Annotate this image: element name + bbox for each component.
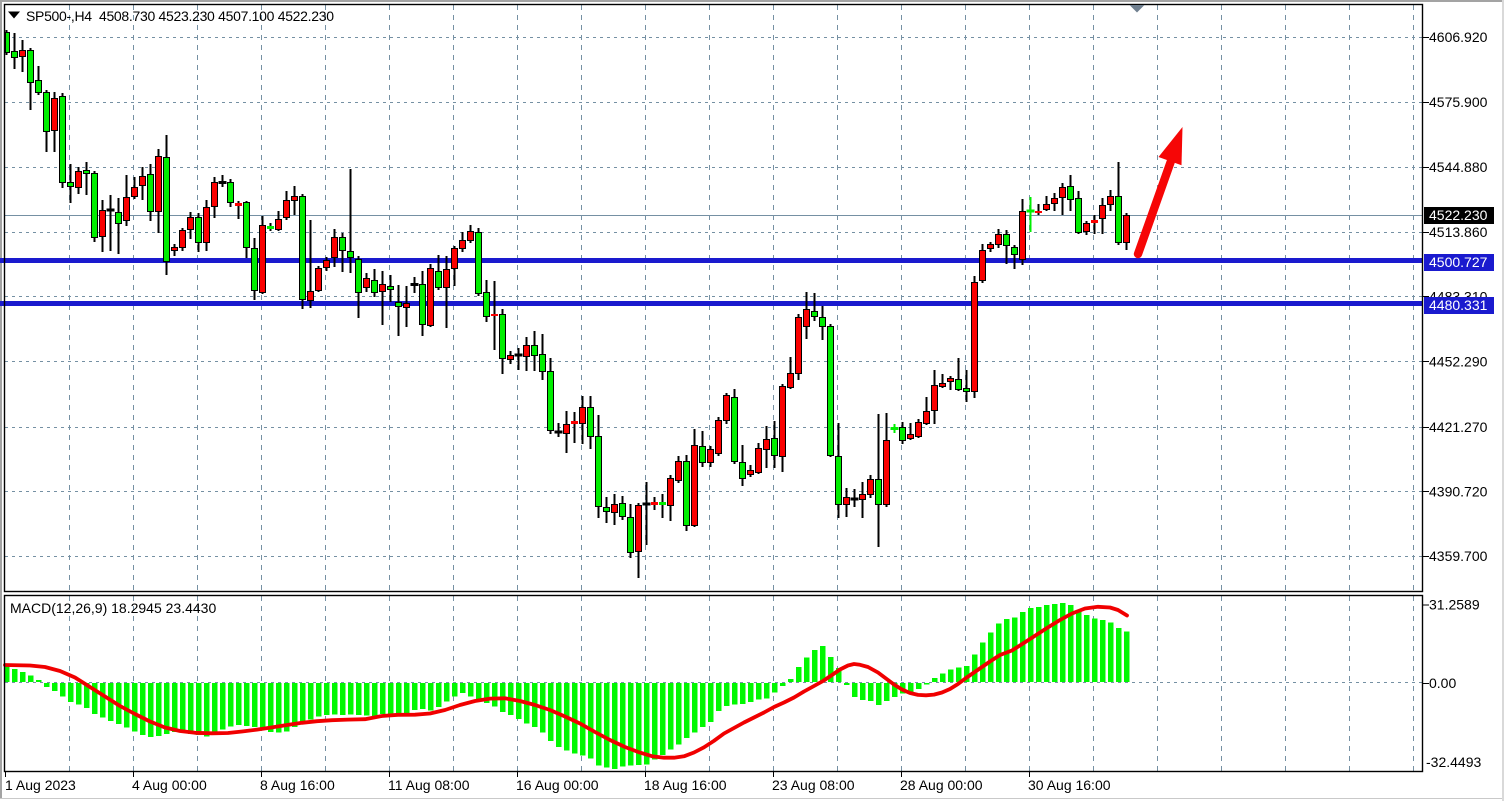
- svg-text:28 Aug 00:00: 28 Aug 00:00: [900, 777, 983, 793]
- svg-text:4390.720: 4390.720: [1429, 484, 1488, 500]
- svg-text:4522.230: 4522.230: [1429, 207, 1488, 223]
- svg-text:4452.290: 4452.290: [1429, 354, 1488, 370]
- svg-text:4606.920: 4606.920: [1429, 29, 1488, 45]
- svg-text:SP500-,H4 4508.730 4523.230 4: SP500-,H4 4508.730 4523.230 4507.100 452…: [26, 8, 334, 24]
- svg-text:11 Aug 08:00: 11 Aug 08:00: [388, 777, 470, 793]
- svg-text:4544.880: 4544.880: [1429, 159, 1488, 175]
- svg-text:30 Aug 16:00: 30 Aug 16:00: [1028, 777, 1111, 793]
- svg-text:16 Aug 00:00: 16 Aug 00:00: [516, 777, 599, 793]
- svg-text:4513.860: 4513.860: [1429, 224, 1488, 240]
- svg-text:MACD(12,26,9) 18.2945 23.4430: MACD(12,26,9) 18.2945 23.4430: [10, 600, 216, 616]
- svg-text:4575.900: 4575.900: [1429, 94, 1488, 110]
- svg-text:4421.270: 4421.270: [1429, 419, 1488, 435]
- svg-text:1 Aug 2023: 1 Aug 2023: [5, 777, 76, 793]
- svg-text:4 Aug 00:00: 4 Aug 00:00: [132, 777, 207, 793]
- svg-text:23 Aug 08:00: 23 Aug 08:00: [772, 777, 855, 793]
- svg-text:31.2589: 31.2589: [1429, 597, 1480, 613]
- svg-text:0.00: 0.00: [1429, 675, 1456, 691]
- svg-text:4480.331: 4480.331: [1429, 297, 1488, 313]
- svg-text:4359.700: 4359.700: [1429, 548, 1488, 564]
- svg-text:8 Aug 16:00: 8 Aug 16:00: [260, 777, 335, 793]
- svg-text:18 Aug 16:00: 18 Aug 16:00: [644, 777, 727, 793]
- svg-text:4500.727: 4500.727: [1429, 254, 1488, 270]
- svg-text:-32.4493: -32.4493: [1426, 754, 1481, 770]
